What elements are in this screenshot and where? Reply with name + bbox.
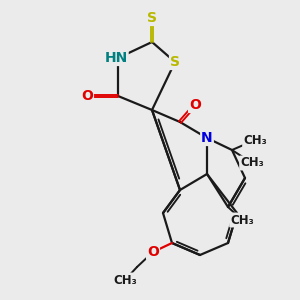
Text: O: O (81, 89, 93, 103)
Text: HN: HN (104, 51, 128, 65)
Text: CH₃: CH₃ (240, 157, 264, 169)
Text: CH₃: CH₃ (113, 274, 137, 286)
Text: O: O (147, 245, 159, 259)
Text: CH₃: CH₃ (243, 134, 267, 146)
Text: CH₃: CH₃ (230, 214, 254, 226)
Text: O: O (189, 98, 201, 112)
Text: S: S (170, 55, 180, 69)
Text: S: S (147, 11, 157, 25)
Text: N: N (201, 131, 213, 145)
